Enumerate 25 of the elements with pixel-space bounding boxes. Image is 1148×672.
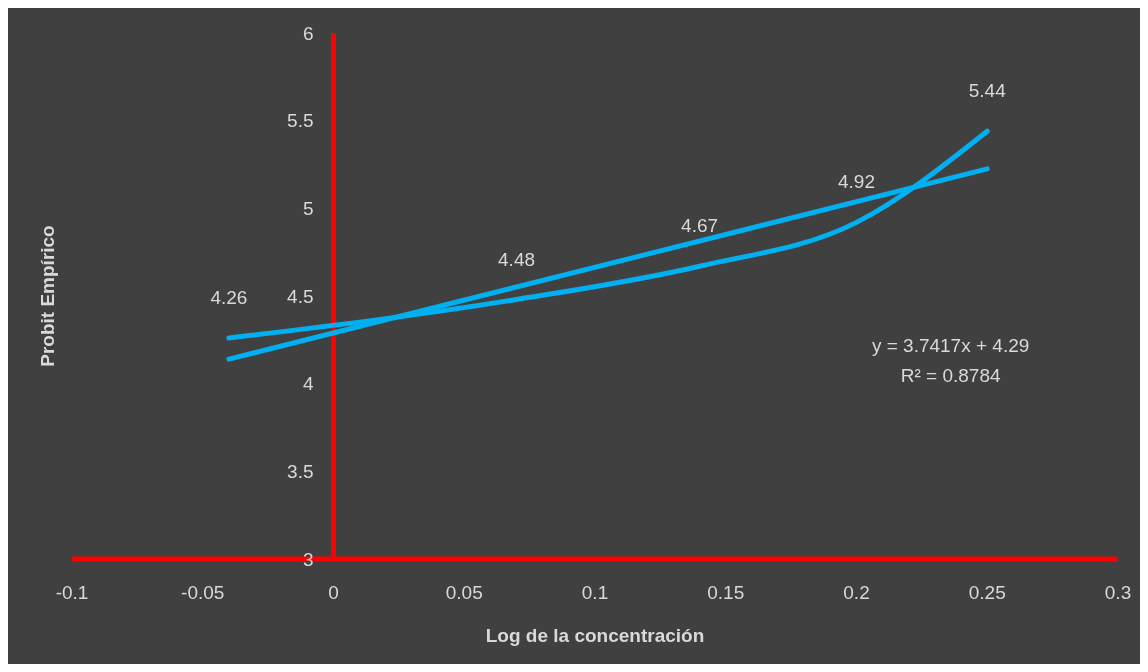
data-label: 4.48 bbox=[498, 248, 536, 270]
x-tick-label: -0.05 bbox=[181, 582, 225, 603]
y-tick-label: 4 bbox=[302, 373, 314, 395]
y-tick-label: 3.5 bbox=[287, 460, 314, 482]
x-tick-label: 0.3 bbox=[1104, 582, 1132, 603]
data-label: 4.26 bbox=[210, 287, 248, 309]
x-tick-label: 0.05 bbox=[445, 582, 483, 603]
x-tick-label: 0.15 bbox=[707, 582, 745, 603]
x-axis-title: Log de la concentración bbox=[485, 625, 705, 646]
x-tick-label: 0.25 bbox=[968, 582, 1006, 603]
y-axis-title: Probit Empírico bbox=[37, 225, 58, 367]
y-tick-label: 5 bbox=[302, 197, 314, 219]
data-label: 4.67 bbox=[681, 215, 719, 237]
x-tick-label: 0.2 bbox=[843, 582, 870, 603]
annotation: y = 3.7417x + 4.29 bbox=[871, 335, 1030, 357]
x-tick-label: -0.1 bbox=[55, 582, 89, 603]
y-tick-label: 5.5 bbox=[287, 110, 314, 132]
annotation: R² = 0.8784 bbox=[900, 365, 1001, 387]
y-tick-label: 4.5 bbox=[287, 285, 314, 307]
x-tick-label: 0 bbox=[328, 582, 339, 603]
y-tick-label: 6 bbox=[302, 22, 314, 44]
x-tick-label: 0.1 bbox=[581, 582, 609, 603]
data-label: 4.92 bbox=[838, 171, 875, 193]
y-tick-label: 3 bbox=[302, 548, 314, 570]
data-label: 5.44 bbox=[968, 80, 1007, 102]
